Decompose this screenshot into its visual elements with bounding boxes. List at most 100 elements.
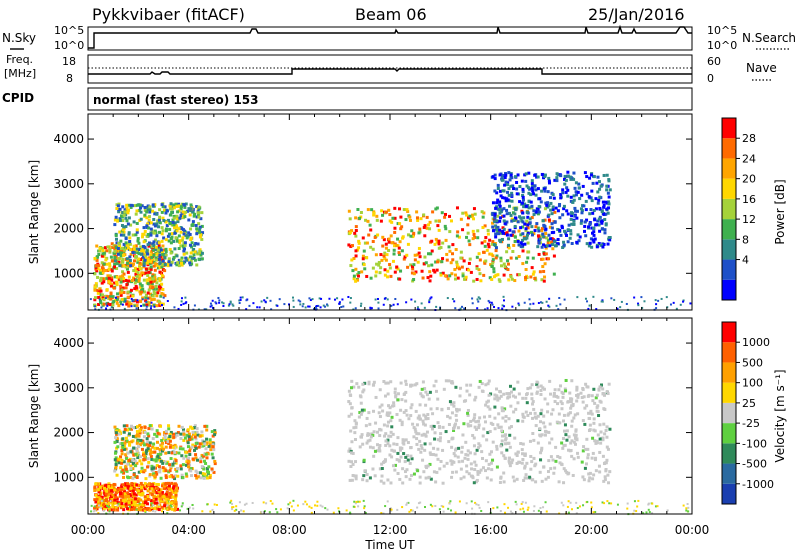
velocity-echo-cell: [169, 443, 173, 447]
velocity-echo-cell: [107, 501, 111, 505]
velocity-echo-cell: [205, 456, 209, 460]
power-clutter-cell: [616, 307, 619, 310]
power-echo-cell: [496, 225, 500, 229]
power-clutter-cell: [276, 304, 279, 307]
power-echo-cell: [555, 176, 559, 180]
velocity-echo-cell: [589, 411, 593, 415]
power-clutter-cell: [428, 301, 431, 304]
power-echo-cell: [149, 259, 153, 263]
velocity-echo-cell: [150, 487, 154, 491]
velocity-echo-cell: [135, 476, 139, 480]
velocity-echo-cell: [592, 473, 596, 477]
velocity-echo-cell: [365, 479, 369, 483]
power-echo-cell: [440, 211, 444, 215]
velocity-echo-cell: [359, 412, 363, 416]
velocity-echo-cell: [472, 436, 476, 440]
velocity-echo-cell: [163, 504, 167, 508]
velocity-echo-cell: [399, 455, 403, 459]
power-echo-cell: [375, 218, 379, 222]
power-echo-cell: [500, 237, 504, 241]
power-echo-cell: [139, 292, 143, 296]
power-echo-cell: [536, 226, 540, 230]
velocity-clutter-cell: [570, 508, 573, 511]
velocity-echo-cell: [575, 388, 579, 392]
power-echo-cell: [525, 184, 529, 188]
power-echo-cell: [156, 246, 160, 250]
power-clutter-cell: [260, 300, 263, 303]
power-echo-cell: [562, 243, 566, 247]
velocity-colorbar-tick-label: 1000: [742, 336, 770, 349]
power-echo-cell: [500, 178, 504, 182]
velocity-echo-cell: [362, 458, 366, 462]
velocity-echo-cell: [168, 475, 172, 479]
velocity-echo-cell: [441, 481, 445, 485]
velocity-echo-cell: [193, 444, 197, 448]
power-echo-cell: [141, 235, 145, 239]
velocity-echo-cell: [96, 505, 100, 509]
power-echo-cell: [595, 245, 599, 249]
power-echo-cell: [504, 173, 508, 177]
velocity-echo-cell: [597, 464, 601, 468]
power-echo-cell: [505, 233, 509, 237]
velocity-echo-cell: [493, 416, 497, 420]
power-echo-cell: [180, 227, 184, 231]
power-echo-cell: [192, 214, 196, 218]
velocity-echo-cell: [200, 453, 204, 457]
power-echo-cell: [455, 206, 459, 210]
power-echo-cell: [149, 227, 153, 231]
velocity-echo-cell: [209, 448, 213, 452]
power-echo-cell: [172, 203, 176, 207]
power-echo-cell: [445, 258, 449, 262]
power-echo-cell: [531, 184, 535, 188]
power-echo-cell: [134, 278, 138, 282]
power-echo-cell: [542, 252, 546, 256]
power-echo-cell: [158, 208, 162, 212]
velocity-echo-cell: [122, 447, 126, 451]
velocity-clutter-cell: [487, 501, 490, 504]
velocity-echo-cell: [419, 444, 423, 448]
power-echo-cell: [356, 274, 360, 278]
power-echo-cell: [545, 244, 549, 248]
velocity-echo-cell: [353, 437, 357, 441]
power-echo-cell: [387, 240, 391, 244]
power-echo-cell: [148, 301, 152, 305]
power-echo-cell: [190, 256, 194, 260]
velocity-echo-cell: [118, 430, 122, 434]
power-echo-cell: [513, 240, 517, 244]
velocity-colorbar-segment: [722, 423, 736, 444]
power-clutter-cell: [637, 302, 640, 305]
power-echo-cell: [132, 276, 136, 280]
power-echo-cell: [416, 260, 420, 264]
velocity-echo-cell: [198, 471, 202, 475]
velocity-clutter-cell: [406, 502, 409, 505]
power-echo-cell: [402, 257, 406, 261]
power-clutter-cell: [453, 300, 456, 303]
velocity-clutter-cell: [135, 508, 138, 511]
power-echo-cell: [484, 259, 488, 263]
power-echo-cell: [349, 244, 353, 248]
power-echo-cell: [418, 255, 422, 259]
power-echo-cell: [190, 241, 194, 245]
power-echo-cell: [121, 228, 125, 232]
power-echo-cell: [502, 207, 506, 211]
power-echo-cell: [595, 223, 599, 227]
power-echo-cell: [585, 218, 589, 222]
power-echo-cell: [122, 277, 126, 281]
power-echo-cell: [359, 210, 363, 214]
power-echo-cell: [121, 270, 125, 274]
power-echo-cell: [196, 252, 200, 256]
velocity-echo-cell: [122, 475, 126, 479]
velocity-echo-cell: [134, 446, 138, 450]
velocity-echo-cell: [433, 431, 437, 435]
velocity-echo-cell: [402, 442, 406, 446]
power-echo-cell: [393, 230, 397, 234]
power-echo-cell: [430, 249, 434, 253]
power-echo-cell: [126, 270, 130, 274]
velocity-echo-cell: [504, 442, 508, 446]
velocity-echo-cell: [394, 463, 398, 467]
velocity-echo-cell: [567, 448, 571, 452]
velocity-echo-cell: [213, 431, 217, 435]
power-echo-cell: [574, 209, 578, 213]
power-colorbar-segment: [722, 259, 736, 280]
velocity-echo-cell: [364, 424, 368, 428]
